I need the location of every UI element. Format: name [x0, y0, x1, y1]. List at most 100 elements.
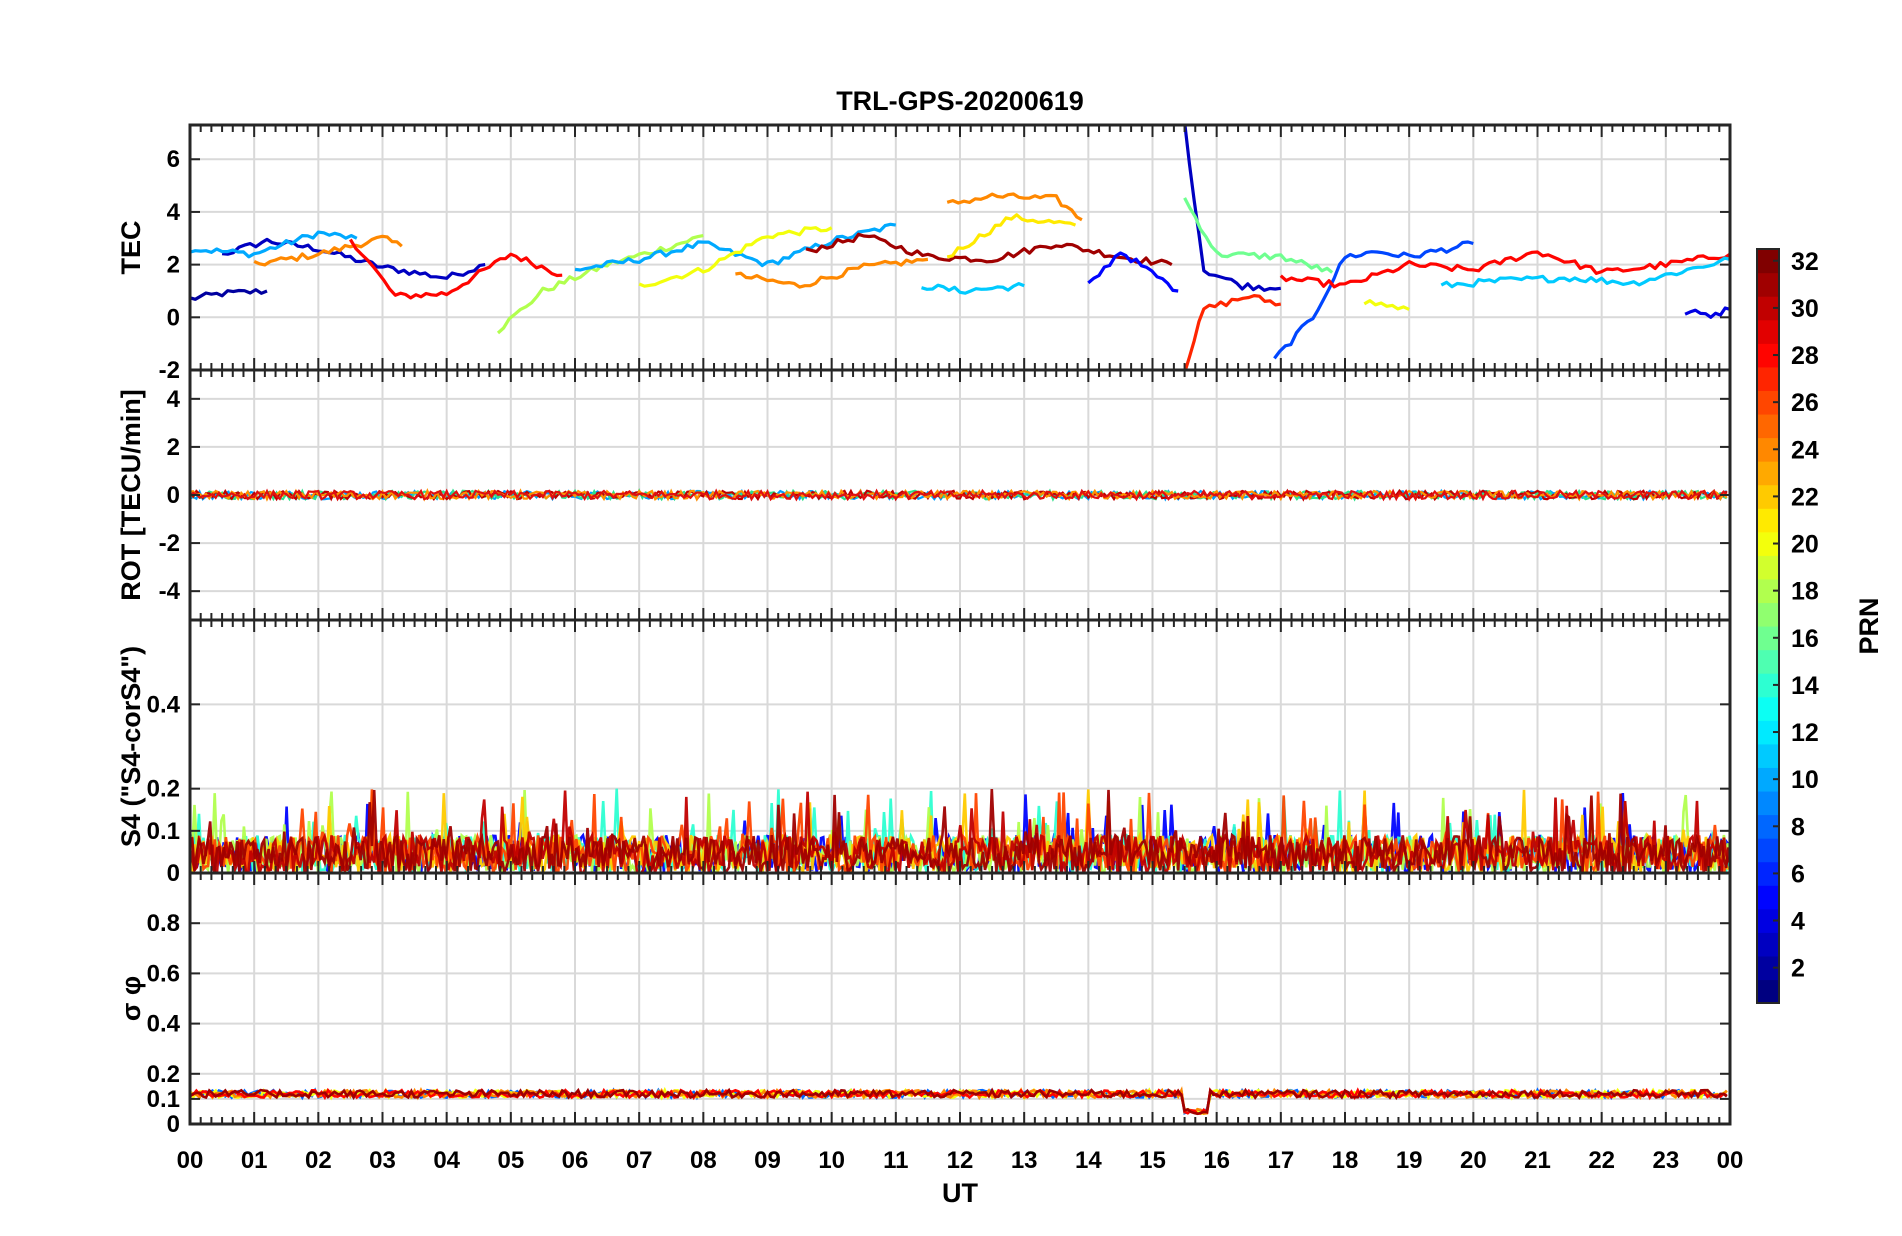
colorbar-tick-label: 4 — [1791, 908, 1805, 936]
tec-series-prn-31 — [805, 232, 1173, 267]
x-tick-label: 17 — [1267, 1147, 1294, 1174]
colorbar-segment — [1757, 979, 1779, 1004]
panel-sigma-phi: 00.10.2 0.4 0.6 0.8 σ φ — [116, 871, 1732, 1138]
y-tick-label: 0.6 — [147, 960, 180, 987]
x-tick-label: 18 — [1332, 1147, 1359, 1174]
x-tick-label: 00 — [177, 1147, 204, 1174]
sigma-series-prn-31 — [190, 1087, 1728, 1116]
colorbar-frame — [1756, 248, 1780, 1004]
y-axis-label: S4 ("S4-corS4") — [116, 646, 146, 847]
tec-series-prn-28 — [1279, 250, 1730, 289]
x-axis-label: UT — [942, 1178, 978, 1208]
y-tick-label: 2 — [167, 252, 180, 279]
tec-series-prn-3 — [1183, 125, 1282, 292]
colorbar-tick-label: 28 — [1791, 342, 1819, 370]
colorbar-tick-label: 20 — [1791, 531, 1819, 559]
y-tick-label: 2 — [167, 434, 180, 461]
x-tick-label: 12 — [947, 1147, 974, 1174]
y-tick-label: 0.4 — [147, 1011, 181, 1038]
colorbar-segment — [1757, 649, 1779, 674]
tec-series-prn-27 — [1183, 294, 1282, 370]
y-tick-label: -2 — [159, 357, 180, 384]
tec-series-prn-11 — [1440, 256, 1730, 289]
colorbar-segment — [1757, 578, 1779, 604]
x-tick-label: 06 — [562, 1147, 589, 1174]
colorbar-segment — [1757, 484, 1779, 509]
x-tick-label: 03 — [369, 1147, 396, 1174]
colorbar-tick-label: 6 — [1791, 860, 1805, 888]
x-tick-label: 05 — [497, 1147, 524, 1174]
tec-series-prn-28 — [349, 238, 563, 300]
tec-series-prn-24 — [253, 234, 403, 267]
colorbar-tick-label: 32 — [1791, 248, 1819, 276]
y-tick-label: 0.1 — [147, 1086, 180, 1113]
colorbar-tick-label: 26 — [1791, 389, 1819, 417]
y-tick-label: 6 — [167, 146, 180, 173]
colorbar-segment — [1757, 296, 1779, 321]
colorbar-segment — [1757, 814, 1779, 839]
colorbar-segment — [1757, 790, 1779, 816]
y-tick-label: 0.4 — [147, 691, 181, 718]
x-tick-label: 16 — [1203, 1147, 1230, 1174]
tec-series-prn-7 — [1273, 240, 1474, 360]
x-tick-label: 13 — [1011, 1147, 1038, 1174]
y-tick-label: 0.8 — [147, 910, 180, 937]
colorbar-tick-label: 30 — [1791, 295, 1819, 323]
panel-s4: 0 0.1 0.2 0.4S4 ("S4-corS4") — [116, 618, 1732, 887]
colorbar-segment — [1757, 932, 1779, 957]
colorbar-segment — [1757, 602, 1779, 627]
tec-series-prn-24 — [735, 257, 929, 289]
colorbar-tick-label: 8 — [1791, 813, 1805, 841]
colorbar-segment — [1757, 437, 1779, 462]
colorbar-segment — [1757, 955, 1779, 981]
panel-data — [190, 488, 1728, 502]
y-tick-label: 0.1 — [147, 818, 180, 845]
colorbar-tick-label: 14 — [1791, 672, 1819, 700]
rot-series-4 — [190, 488, 1728, 502]
colorbar-segment — [1757, 626, 1779, 651]
colorbar-segment — [1757, 696, 1779, 721]
colorbar-segment — [1757, 767, 1779, 792]
panel-tec: -2 0 2 4 6 TEC — [116, 123, 1732, 384]
colorbar-segment — [1757, 319, 1779, 344]
panel-data — [190, 125, 1730, 370]
x-tick-label: 07 — [626, 1147, 653, 1174]
colorbar-tick-label: 24 — [1791, 436, 1819, 464]
colorbar-label: PRN — [1854, 597, 1884, 654]
x-axis: 00 01 02 03 04 05 06 07 08 09 10 11 12 13 14 15 16 17 18 19… — [177, 1147, 1744, 1174]
colorbar-tick-label: 2 — [1791, 955, 1805, 983]
x-tick-label: 23 — [1652, 1147, 1679, 1174]
panel-rot: -4 -2 0 2 4 ROT [TECU/min] — [116, 368, 1732, 622]
y-tick-label: 4 — [167, 386, 181, 413]
x-tick-label: 21 — [1524, 1147, 1551, 1174]
colorbar-segment — [1757, 861, 1779, 886]
x-tick-label: 20 — [1460, 1147, 1487, 1174]
y-axis-label: σ φ — [116, 976, 146, 1021]
colorbar-segment — [1757, 720, 1779, 745]
colorbar-segment — [1757, 531, 1779, 556]
y-tick-label: 4 — [167, 199, 181, 226]
x-tick-label: 10 — [818, 1147, 845, 1174]
colorbar-segment — [1757, 885, 1779, 910]
x-tick-label: 09 — [754, 1147, 781, 1174]
x-tick-label: 04 — [433, 1147, 460, 1174]
tec-series-prn-24 — [946, 192, 1083, 222]
tec-series-prn-11 — [921, 282, 1025, 295]
y-tick-label: 0 — [167, 1111, 180, 1138]
x-tick-label: 15 — [1139, 1147, 1166, 1174]
colorbar-segment — [1757, 673, 1779, 698]
colorbar-segment — [1757, 343, 1779, 368]
x-tick-label: 11 — [883, 1147, 908, 1174]
colorbar-tick-label: 12 — [1791, 719, 1819, 747]
tec-series-prn-20 — [638, 226, 833, 288]
panel-data — [190, 1086, 1728, 1116]
y-tick-label: 0.2 — [147, 1061, 180, 1088]
colorbar-tick-label: 22 — [1791, 483, 1819, 511]
y-tick-label: 0.2 — [147, 776, 180, 803]
tec-series-prn-10 — [574, 222, 897, 272]
colorbar-tick-label: 16 — [1791, 625, 1819, 653]
y-tick-label: 0 — [167, 304, 180, 331]
